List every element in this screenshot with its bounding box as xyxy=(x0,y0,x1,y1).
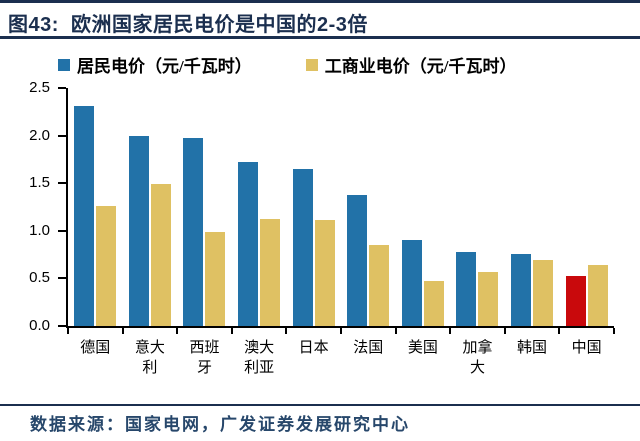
residential-price-bar xyxy=(456,251,477,326)
chart-title: 图43: 欧洲国家居民电价是中国的2-3倍 xyxy=(8,14,368,36)
industrial-price-bar xyxy=(260,219,281,326)
x-axis-tick xyxy=(67,328,69,334)
data-source-text: 数据来源：国家电网，广发证券发展研究中心 xyxy=(30,415,410,434)
bar-group: 加拿大 xyxy=(450,88,505,376)
industrial-price-bar xyxy=(587,265,608,326)
bar-group: 澳大利亚 xyxy=(232,88,287,376)
residential-price-bar xyxy=(401,240,422,326)
residential-price-bar xyxy=(74,106,95,326)
residential-swatch-icon xyxy=(58,58,70,71)
industrial-price-bar xyxy=(533,260,554,326)
industrial-price-bar xyxy=(314,220,335,326)
bar-pair xyxy=(456,251,499,326)
industrial-price-bar xyxy=(423,281,444,326)
x-axis-category-label: 韩国 xyxy=(517,340,548,356)
bar-group: 意大利 xyxy=(123,88,178,376)
bar-group: 美国 xyxy=(396,88,451,356)
x-axis-category-label: 日本 xyxy=(298,340,329,356)
bar-pair xyxy=(238,162,281,326)
y-axis-tick xyxy=(58,182,66,185)
x-axis-tick xyxy=(121,328,124,334)
bar-pair xyxy=(74,106,117,326)
industrial-price-bar xyxy=(96,206,117,326)
bar-pair xyxy=(565,265,608,326)
legend-item-residential: 居民电价（元/千瓦时） xyxy=(58,52,252,77)
bar-pair xyxy=(183,137,226,326)
x-axis-category-label: 法国 xyxy=(353,340,384,356)
bar-group: 中国 xyxy=(559,88,614,356)
y-axis-tick-label: 2.0 xyxy=(29,126,50,144)
industrial-price-bar xyxy=(150,184,171,326)
x-axis-tick xyxy=(613,328,615,334)
bar-group: 日本 xyxy=(286,88,341,356)
bar-group: 德国 xyxy=(68,88,123,356)
title-underline-rule xyxy=(0,36,640,39)
bar-group: 韩国 xyxy=(505,88,560,356)
y-axis-tick-label: 2.5 xyxy=(29,79,50,96)
residential-price-bar xyxy=(183,137,204,326)
industrial-price-bar xyxy=(369,245,390,326)
residential-price-bar xyxy=(565,275,586,326)
x-axis-category-label: 中国 xyxy=(571,340,602,356)
bar-pair xyxy=(401,240,444,326)
residential-price-bar xyxy=(238,162,259,326)
residential-price-bar xyxy=(511,253,532,326)
x-axis-category-label: 西班牙 xyxy=(189,340,220,377)
top-border-rule xyxy=(0,0,640,3)
x-axis-category-label: 意大利 xyxy=(134,340,165,377)
legend-label-industrial: 工商业电价（元/千瓦时） xyxy=(324,57,517,76)
y-axis-tick xyxy=(58,325,66,327)
y-axis-tick-label: 0.5 xyxy=(29,269,50,287)
x-axis-tick xyxy=(394,328,397,334)
x-axis-tick xyxy=(176,328,179,334)
legend: 居民电价（元/千瓦时） 工商业电价（元/千瓦时） xyxy=(58,52,516,77)
x-axis-category-label: 美国 xyxy=(407,340,438,356)
y-axis-tick xyxy=(58,87,66,89)
industrial-price-bar xyxy=(205,231,226,326)
y-axis-tick-label: 1.0 xyxy=(29,221,50,239)
bar-pair xyxy=(511,253,554,326)
y-axis-tick-label: 1.5 xyxy=(29,174,50,192)
industrial-price-bar xyxy=(478,271,499,326)
x-axis-tick xyxy=(285,328,288,334)
y-axis-tick xyxy=(58,134,66,137)
x-axis-category-label: 澳大利亚 xyxy=(244,340,275,377)
y-axis-tick xyxy=(58,277,66,280)
x-axis-tick xyxy=(340,328,342,334)
x-axis-category-label: 加拿大 xyxy=(462,340,493,377)
x-axis-tick xyxy=(503,328,506,334)
legend-label-residential: 居民电价（元/千瓦时） xyxy=(77,57,252,76)
bar-groups: 德国 意大利 西班牙 澳大利亚 日本 法国 美国 加拿大 韩国 中国 xyxy=(68,88,614,376)
y-axis-tick xyxy=(58,229,66,232)
x-axis-tick xyxy=(449,328,452,334)
residential-price-bar xyxy=(347,194,368,326)
legend-item-industrial: 工商业电价（元/千瓦时） xyxy=(305,52,517,77)
x-axis-category-label: 德国 xyxy=(80,340,111,356)
bar-group: 法国 xyxy=(341,88,396,356)
y-axis-tick-label: 0.0 xyxy=(29,317,50,334)
bar-pair xyxy=(292,168,335,326)
industrial-swatch-icon xyxy=(305,58,318,71)
x-axis-tick xyxy=(230,328,233,334)
footer-rule xyxy=(0,404,640,406)
residential-price-bar xyxy=(292,168,313,326)
residential-price-bar xyxy=(128,135,149,326)
plot-area: 德国 意大利 西班牙 澳大利亚 日本 法国 美国 加拿大 韩国 中国 0.0 0.5 1.0 1.5 2.… xyxy=(29,79,615,376)
bar-pair xyxy=(347,194,390,326)
bar-group: 西班牙 xyxy=(177,88,232,376)
x-axis-tick xyxy=(558,328,561,334)
bar-pair xyxy=(128,135,171,326)
